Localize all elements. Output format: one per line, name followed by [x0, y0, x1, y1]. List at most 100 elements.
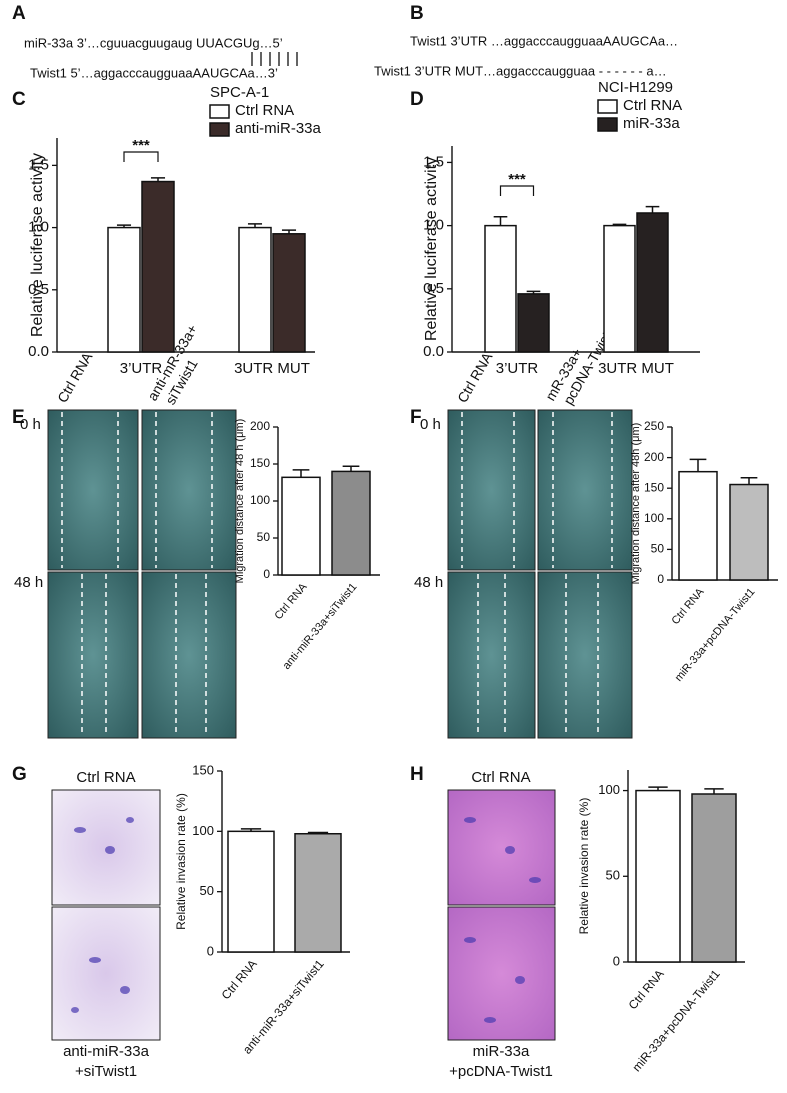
- image-row-label: 48 h: [414, 574, 443, 591]
- y-tick-label: 150: [250, 456, 270, 470]
- error-bar: [116, 224, 132, 228]
- x-tick-label: Ctrl RNA: [669, 586, 707, 627]
- legend-swatch: [209, 122, 230, 137]
- y-tick-label: 0: [263, 567, 270, 581]
- bar: [272, 233, 306, 353]
- legend-label: Ctrl RNA: [623, 97, 682, 114]
- legend-title: SPC-A-1: [210, 84, 269, 101]
- y-tick-label: 50: [651, 542, 665, 556]
- error-bar: [648, 786, 668, 791]
- y-tick-label: 0: [613, 953, 620, 968]
- error-bar: [307, 831, 329, 834]
- image-row-label: 0 h: [420, 416, 441, 433]
- bar: [678, 470, 718, 581]
- scratch-lines: [61, 412, 613, 736]
- legend-label: Ctrl RNA: [235, 102, 294, 119]
- x-tick-label: Ctrl RNA: [219, 957, 260, 1002]
- error-bar: [689, 458, 707, 472]
- sequence: Twist1 5’…aggacccaugguaaAAUGCAa…3’: [30, 65, 278, 80]
- bar: [281, 476, 321, 576]
- bar: [141, 180, 175, 353]
- error-bar: [240, 828, 262, 832]
- panel-letter: C: [12, 89, 26, 110]
- legend-label: anti-miR-33a: [235, 120, 322, 137]
- error-bar: [612, 223, 627, 226]
- y-axis-label: Relative luciferase activity: [29, 153, 46, 337]
- image-label: miR-33a: [473, 1043, 530, 1060]
- error-bar: [150, 177, 166, 182]
- error-bar: [645, 205, 660, 213]
- bar: [331, 470, 371, 576]
- y-tick-label: 0.5: [28, 281, 49, 298]
- bar: [636, 212, 669, 353]
- y-tick-label: 1.5: [28, 156, 49, 173]
- x-tick-label: 3’UTR: [496, 360, 539, 377]
- bar: [107, 226, 141, 353]
- panel-letter: D: [410, 89, 424, 110]
- legend-swatch: [597, 99, 618, 114]
- y-tick-label: 0.0: [28, 343, 49, 360]
- image-row-label: 48 h: [14, 574, 43, 591]
- error-bar: [704, 788, 724, 794]
- bar: [227, 830, 275, 953]
- significance-bracket: [499, 185, 535, 196]
- error-bar: [342, 465, 360, 472]
- bar: [603, 224, 636, 353]
- panel-letter: A: [12, 3, 26, 24]
- x-tick-label: 3UTR MUT: [234, 360, 310, 377]
- y-tick-label: 100: [192, 823, 214, 838]
- sequence: miR-33a 3’…cguuacguugaug UUACGUg…5’: [24, 35, 283, 50]
- panel-letter: F: [410, 407, 422, 428]
- bar: [238, 226, 272, 353]
- panel-letter: H: [410, 764, 424, 785]
- image-column-label: Ctrl RNA: [54, 349, 96, 405]
- panel-letter: E: [12, 407, 25, 428]
- y-tick-label: 100: [598, 782, 620, 797]
- y-tick-label: 0: [207, 943, 214, 958]
- y-tick-label: 0.5: [423, 280, 444, 297]
- cell-blobs: [71, 817, 541, 1023]
- y-tick-label: 200: [250, 419, 270, 433]
- bar: [729, 483, 769, 581]
- legend-swatch: [597, 117, 618, 132]
- image-label: +pcDNA-Twist1: [449, 1063, 553, 1080]
- bar: [484, 224, 517, 353]
- image-label: Ctrl RNA: [471, 769, 530, 786]
- x-tick-label: Ctrl RNA: [272, 581, 310, 622]
- x-tick-label: Ctrl RNA: [626, 967, 667, 1012]
- image-column-label: Ctrl RNA: [454, 349, 496, 405]
- significance-label: ***: [132, 137, 150, 154]
- image-label: +siTwist1: [75, 1063, 137, 1080]
- sequence: Twist1 3’UTR MUT…aggacccaugguaa - - - - …: [374, 63, 667, 78]
- significance-label: ***: [508, 171, 526, 188]
- image-row-label: 0 h: [20, 416, 41, 433]
- y-tick-label: 100: [644, 511, 664, 525]
- panel-letter: B: [410, 3, 424, 24]
- y-tick-label: 50: [257, 530, 271, 544]
- y-axis-label: Relative invasion rate (%): [577, 798, 591, 935]
- image-label: Ctrl RNA: [76, 769, 135, 786]
- panel-letter: G: [12, 764, 27, 785]
- y-tick-label: 250: [644, 419, 664, 433]
- bar: [635, 789, 681, 963]
- y-tick-label: 0: [657, 572, 664, 586]
- sequence: Twist1 3’UTR …aggacccaugguaaAAUGCAa…: [410, 33, 678, 48]
- micrograph-grid: [51, 789, 556, 1041]
- y-tick-label: 100: [250, 493, 270, 507]
- bar: [517, 293, 550, 353]
- x-tick-label: 3UTR MUT: [598, 360, 674, 377]
- pairing-bars: [251, 52, 298, 66]
- y-tick-label: 50: [200, 883, 214, 898]
- micrograph-grid: [47, 409, 633, 739]
- y-tick-label: 1.0: [423, 217, 444, 234]
- y-axis-label: Migration distance after 48 h (μm): [234, 419, 246, 584]
- y-axis-label: Relative invasion rate (%): [174, 793, 188, 930]
- y-tick-label: 200: [644, 450, 664, 464]
- legend-label: miR-33a: [623, 115, 680, 132]
- error-bar: [526, 290, 541, 294]
- image-label: anti-miR-33a: [63, 1043, 150, 1060]
- y-axis-label: Migration distance after 48h (μm): [630, 423, 642, 585]
- y-axis-label: Relative luciferase activity: [423, 157, 440, 341]
- y-tick-label: 1.5: [423, 153, 444, 170]
